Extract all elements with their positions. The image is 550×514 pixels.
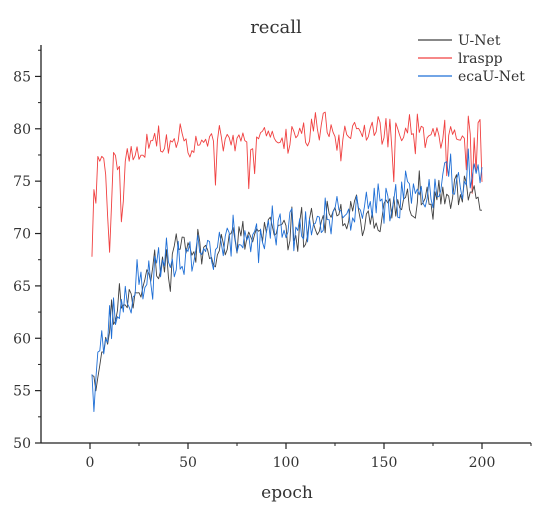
y-tick-label: 70 <box>13 227 31 243</box>
x-tick-label: 50 <box>179 455 197 471</box>
y-tick-label: 60 <box>13 331 31 347</box>
y-tick-label: 80 <box>13 122 31 138</box>
series-line-lraspp <box>91 111 483 257</box>
legend-label-u-net: U-Net <box>458 33 501 49</box>
legend-label-lraspp: lraspp <box>458 51 503 67</box>
legend-label-ecau-net: ecaU-Net <box>458 69 525 85</box>
legend: U-Net lraspp ecaU-Net <box>418 33 525 85</box>
x-tick-label: 200 <box>469 455 496 471</box>
y-tick-label: 85 <box>13 69 31 85</box>
y-tick-label: 75 <box>13 174 31 190</box>
series-line-ecau-net <box>91 148 483 413</box>
y-tick-label: 65 <box>13 279 31 295</box>
axes: 0 50 100 150 200 50 55 60 65 70 75 80 85 <box>13 45 532 471</box>
x-tick-label: 0 <box>86 455 95 471</box>
x-tick-label: 150 <box>371 455 398 471</box>
x-tick-label: 100 <box>273 455 300 471</box>
series-line-u-net <box>91 170 483 392</box>
y-tick-label: 50 <box>13 436 31 452</box>
x-axis-label: epoch <box>261 483 313 503</box>
series-lines <box>91 111 483 413</box>
chart-title: recall <box>250 17 302 38</box>
y-tick-label: 55 <box>13 384 31 400</box>
